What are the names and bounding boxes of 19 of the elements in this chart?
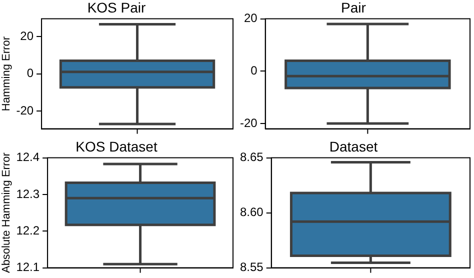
y-tick-label: 8.55 bbox=[240, 260, 264, 274]
y-tick-label: -20 bbox=[16, 103, 34, 118]
y-tick-label: 12.4 bbox=[16, 150, 40, 164]
chart-title: KOS Pair bbox=[87, 0, 146, 16]
y-tick-label: 12.2 bbox=[16, 223, 40, 238]
chart-title: KOS Dataset bbox=[76, 138, 158, 154]
y-tick-label: 20 bbox=[244, 11, 258, 26]
y-axis-title: Hamming Error bbox=[0, 36, 13, 112]
y-tick-label: 20 bbox=[20, 28, 34, 43]
y-tick-label: 0 bbox=[26, 66, 34, 80]
y-tick-label: -20 bbox=[240, 116, 258, 130]
y-tick-label: 0 bbox=[250, 63, 258, 78]
y-tick-label: 8.60 bbox=[240, 205, 264, 220]
y-tick-label: 12.3 bbox=[16, 186, 40, 201]
y-axis-title: Absolute Hamming Error bbox=[0, 152, 13, 274]
chart-title: Dataset bbox=[329, 138, 378, 154]
chart-title: Pair bbox=[341, 0, 366, 16]
y-tick-label: 12.1 bbox=[16, 260, 40, 274]
y-tick-label: 8.65 bbox=[240, 150, 264, 164]
